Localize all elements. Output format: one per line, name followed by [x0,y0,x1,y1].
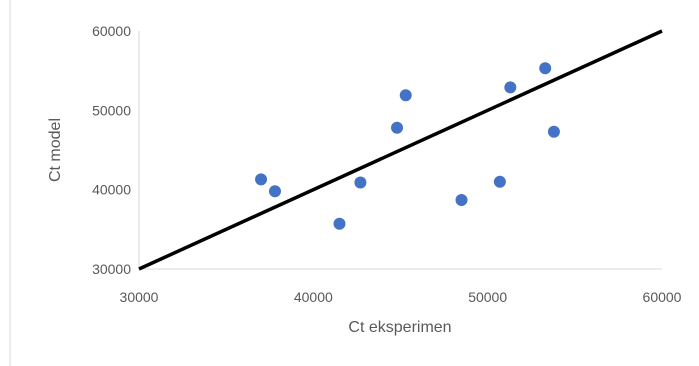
x-tick-label: 50000 [468,289,507,305]
data-point [333,217,346,230]
data-point [354,176,367,189]
x-tick-label: 30000 [120,289,159,305]
data-point [268,185,281,198]
data-point [493,175,506,188]
data-point [391,121,404,134]
data-point [539,62,552,75]
data-point [399,89,412,102]
x-axis-title: Ct eksperimen [348,319,451,336]
data-point [255,173,268,186]
y-tick-label: 50000 [92,102,131,118]
x-tick-labels: 30000 40000 50000 60000 [120,289,682,305]
data-point [504,81,517,94]
y-tick-label: 60000 [92,23,131,39]
data-point [547,125,560,138]
reference-line [138,29,663,271]
x-tick-label: 60000 [643,289,682,305]
y-axis-title: Ct model [47,118,64,182]
y-tick-label: 40000 [92,182,131,198]
x-tick-label: 40000 [294,289,333,305]
data-points [255,62,560,230]
y-tick-label: 30000 [92,261,131,277]
data-point [455,193,468,206]
y-tick-labels: 30000 40000 50000 60000 [92,23,131,277]
